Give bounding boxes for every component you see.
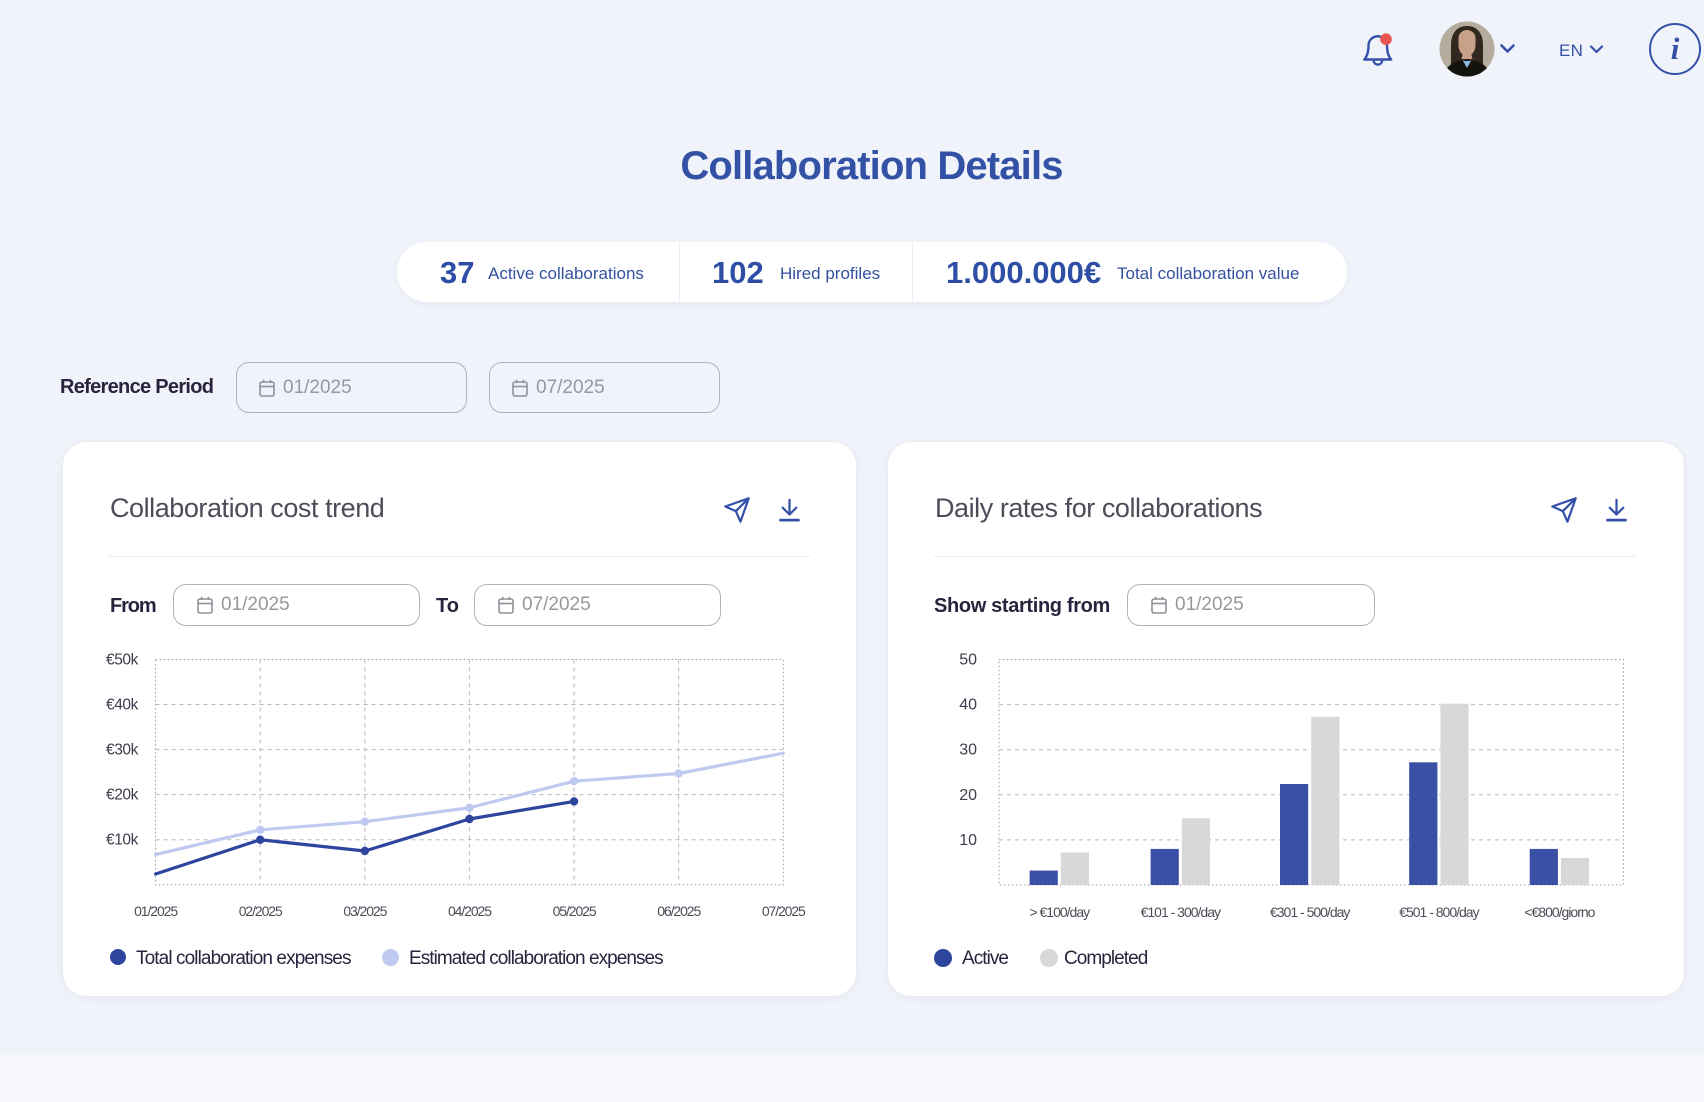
svg-text:€20k: €20k [106, 787, 139, 804]
svg-text:€50k: €50k [106, 652, 139, 669]
svg-text:50: 50 [959, 652, 977, 669]
svg-text:€101 - 300/day: €101 - 300/day [1141, 904, 1221, 920]
svg-text:€301 - 500/day: €301 - 500/day [1270, 904, 1350, 920]
svg-text:20: 20 [959, 787, 977, 804]
svg-text:06/2025: 06/2025 [657, 903, 701, 919]
svg-text:04/2025: 04/2025 [448, 903, 492, 919]
svg-text:01/2025: 01/2025 [134, 903, 178, 919]
svg-text:03/2025: 03/2025 [343, 903, 387, 919]
svg-text:40: 40 [959, 697, 977, 714]
svg-text:10: 10 [959, 832, 977, 849]
svg-text:02/2025: 02/2025 [239, 903, 283, 919]
svg-text:€10k: €10k [106, 832, 139, 849]
svg-text:€30k: €30k [106, 742, 139, 759]
svg-text:30: 30 [959, 742, 977, 759]
svg-text:> €100/day: > €100/day [1029, 904, 1090, 920]
svg-text:€501 - 800/day: €501 - 800/day [1399, 904, 1479, 920]
svg-text:07/2025: 07/2025 [762, 903, 806, 919]
svg-text:<€800/giorno: <€800/giorno [1524, 904, 1595, 920]
svg-text:€40k: €40k [106, 697, 139, 714]
svg-text:05/2025: 05/2025 [553, 903, 597, 919]
